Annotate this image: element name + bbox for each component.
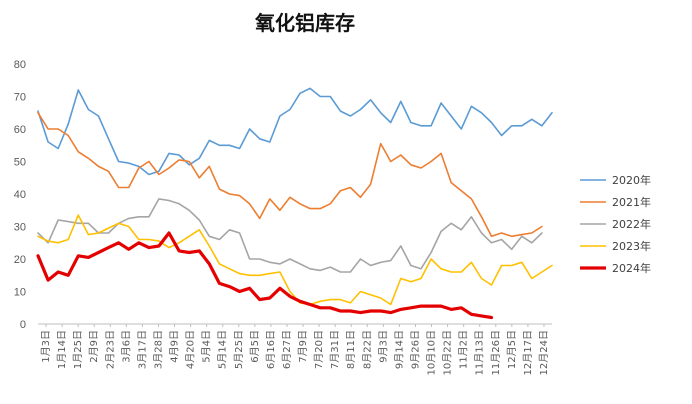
x-tick-label: 11月13日 [474, 330, 486, 375]
legend-label: 2020年 [612, 173, 651, 187]
y-tick-label: 30 [14, 222, 26, 234]
x-tick-label: 8月11日 [345, 330, 357, 369]
series-line-2022年 [37, 198, 543, 273]
series-lines [36, 87, 553, 320]
legend-label: 2024年 [612, 261, 651, 275]
x-tick-label: 12月24日 [538, 330, 550, 375]
x-tick-label: 9月14日 [393, 330, 405, 369]
y-tick-label: 40 [14, 189, 26, 201]
x-tick-label: 6月27日 [281, 330, 293, 369]
x-tick-label: 1月25日 [72, 330, 84, 369]
chart-title: 氧化铝库存 [254, 11, 355, 35]
series-line-2021年 [37, 112, 543, 238]
x-tick-label: 11月26日 [490, 330, 502, 375]
series-line-2023年 [37, 214, 553, 306]
x-tick-label: 9月26日 [409, 330, 421, 369]
x-tick-label: 12月5日 [506, 330, 518, 369]
x-tick-label: 4月9日 [169, 330, 181, 363]
x-tick-label: 4月20日 [185, 330, 197, 369]
x-tick-label: 12月17日 [522, 330, 534, 375]
y-tick-label: 0 [20, 319, 26, 331]
x-tick-label: 7月20日 [313, 330, 325, 369]
x-tick-label: 3月17日 [136, 330, 148, 369]
x-tick-label: 1月14日 [56, 330, 68, 369]
x-tick-label: 7月31日 [329, 330, 341, 369]
series-line-2020年 [37, 87, 553, 176]
x-tick-label: 9月3日 [377, 330, 389, 363]
x-tick-label: 6月16日 [265, 330, 277, 369]
x-tick-label: 11月2日 [458, 330, 470, 369]
y-tick-label: 50 [14, 157, 26, 169]
x-tick-label: 10月10日 [426, 330, 438, 375]
series-line-2024年 [36, 231, 494, 320]
x-tick-label: 2月9日 [88, 330, 100, 363]
x-tick-label: 3月6日 [120, 330, 132, 363]
x-tick-label: 5月25日 [233, 330, 245, 369]
legend-label: 2023年 [612, 239, 651, 253]
x-tick-label: 8月22日 [361, 330, 373, 369]
x-tick-label: 5月4日 [201, 330, 213, 363]
x-tick-label: 2月23日 [104, 330, 116, 369]
y-tick-label: 70 [14, 92, 26, 104]
y-axis-ticks: 0 10 20 30 40 50 60 70 80 [14, 59, 26, 331]
x-tick-label: 5月14日 [217, 330, 229, 369]
legend-label: 2021年 [612, 195, 651, 209]
legend: 2020年 2021年 2022年 2023年 2024年 [580, 173, 651, 275]
x-tick-label: 3月28日 [152, 330, 164, 369]
x-tick-label: 1月3日 [40, 330, 52, 363]
x-tick-label: 6月5日 [249, 330, 261, 363]
x-axis-ticks: 1月3日 1月14日 1月25日 2月9日 2月23日 3月6日 3月17日 3月28日 4月9… [40, 324, 550, 375]
legend-label: 2022年 [612, 217, 651, 231]
y-tick-label: 60 [14, 124, 26, 136]
y-tick-label: 80 [14, 59, 26, 71]
y-tick-label: 10 [14, 287, 26, 299]
y-tick-label: 20 [14, 254, 26, 266]
x-tick-label: 7月9日 [297, 330, 309, 363]
x-tick-label: 10月22日 [442, 330, 454, 375]
